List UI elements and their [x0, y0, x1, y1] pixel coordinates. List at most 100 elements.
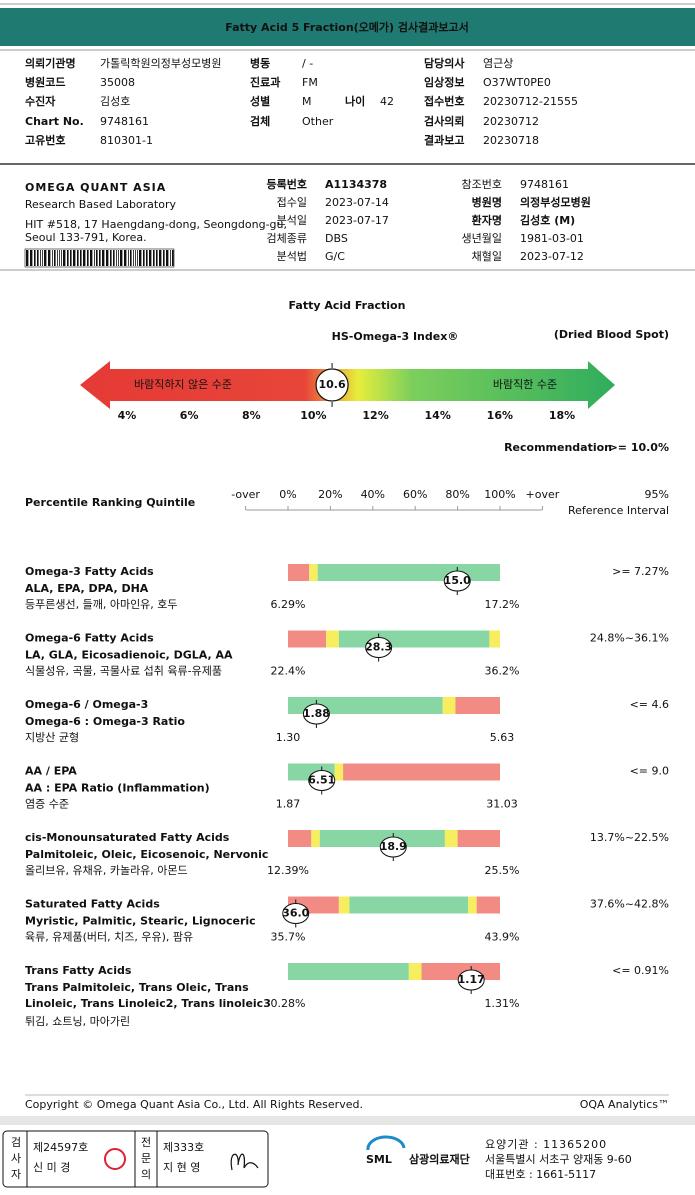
zone — [311, 830, 320, 847]
lab-field-value: A1134378 — [325, 178, 387, 191]
gauge-high-label: 바람직한 수준 — [493, 378, 557, 391]
barcode-bar — [133, 250, 134, 266]
value-marker — [308, 770, 336, 791]
lab-field-value: 의정부성모병원 — [520, 195, 591, 209]
row-value: 1.17 — [458, 973, 485, 986]
zone — [288, 630, 327, 648]
barcode-bar — [61, 250, 62, 266]
lab-field-label: 분석일 — [277, 213, 307, 227]
row-subtitle: Omega-6 : Omega-3 Ratio — [25, 715, 185, 728]
barcode-bar — [77, 250, 79, 266]
barcode-bar — [149, 250, 152, 266]
barcode-bar — [67, 250, 69, 266]
lab-field-value: DBS — [325, 232, 348, 245]
gauge-low-label: 바람직하지 않은 수준 — [134, 377, 232, 391]
info-value: O37WT0PE0 — [483, 76, 551, 89]
ref-header: Reference Interval — [568, 504, 669, 517]
barcode-bar — [99, 250, 101, 266]
info-label: 병원코드 — [25, 75, 65, 89]
sign-role: 검 — [11, 1136, 21, 1149]
barcode-bar — [40, 250, 41, 266]
sign-role: 사 — [11, 1152, 21, 1165]
zone — [408, 963, 422, 980]
index-name: HS-Omega-3 Index® — [332, 330, 459, 343]
gauge-tick-label: 4% — [118, 409, 137, 422]
report-title: Fatty Acid 5 Fraction(오메가) 검사결과보고서 — [225, 20, 468, 34]
brand: OQA Analytics™ — [580, 1098, 669, 1111]
info-label: 성별 — [250, 94, 270, 108]
barcode-bar — [73, 250, 76, 266]
row-food: 튀김, 쇼트닝, 마아가린 — [25, 1015, 130, 1028]
lab-field-value: 2023-07-12 — [520, 250, 584, 263]
zone — [349, 896, 469, 914]
lab-field-label: 분석법 — [277, 250, 307, 263]
zone — [288, 963, 409, 980]
barcode-bar — [137, 250, 138, 266]
sign-name: 지 현 영 — [163, 1161, 200, 1174]
footer-band — [0, 1116, 695, 1125]
info-value: 20230712-21555 — [483, 95, 578, 108]
barcode-bar — [163, 250, 165, 266]
zone — [444, 830, 458, 847]
barcode-bar — [59, 250, 60, 266]
row-name: Omega-3 Fatty Acids — [25, 565, 154, 578]
barcode-bar — [156, 250, 158, 266]
lab-field-label: 참조번호 — [462, 178, 502, 191]
zone — [457, 830, 500, 847]
sign-role: 전 — [141, 1136, 151, 1149]
row-value: 36.0 — [282, 907, 309, 920]
zone — [489, 630, 500, 648]
range-low: 6.29% — [271, 598, 306, 611]
row-name: Trans Fatty Acids — [25, 964, 132, 977]
signature-mark — [230, 1153, 259, 1171]
reference-interval: <= 9.0 — [630, 765, 669, 778]
range-high: 17.2% — [485, 598, 520, 611]
lab-field-value: 1981-03-01 — [520, 232, 584, 245]
reference-interval: 24.8%~36.1% — [590, 632, 669, 645]
lab-field-label: 검체종류 — [267, 232, 307, 245]
inst-logo: SML — [366, 1153, 392, 1166]
info-label: 검사의뢰 — [424, 114, 464, 128]
inst-arc — [366, 1135, 406, 1151]
barcode-bar — [42, 250, 43, 266]
sign-license: 제24597호 — [33, 1141, 88, 1154]
row-subtitle: LA, GLA, Eicosadienoic, DGLA, AA — [25, 649, 233, 662]
info-value: 20230712 — [483, 115, 539, 128]
sign-role: 자 — [11, 1168, 21, 1181]
barcode-bar — [146, 250, 148, 266]
gauge-tick-label: 6% — [180, 409, 199, 422]
value-marker — [379, 836, 407, 858]
barcode-bar — [153, 250, 155, 266]
barcode-bar — [70, 250, 72, 266]
range-low: 0.28% — [271, 997, 306, 1010]
info-value: 김성호 — [100, 95, 130, 108]
row-value: 18.9 — [380, 840, 407, 853]
percentile-tick-label: +over — [526, 488, 560, 501]
range-high: 1.31% — [485, 997, 520, 1010]
zone — [288, 564, 310, 581]
row-food: 식물성유, 곡물, 곡물사료 섭취 육류-유제품 — [25, 665, 222, 678]
row-value: 28.3 — [365, 641, 392, 654]
barcode-bar — [44, 250, 47, 266]
info-label: 접수번호 — [424, 94, 464, 108]
gauge-tick-label: 16% — [487, 409, 513, 422]
inst-name: 삼광의료재단 — [409, 1152, 470, 1166]
zone — [343, 763, 500, 781]
barcode-bar — [26, 250, 29, 266]
range-low: 35.7% — [271, 931, 306, 944]
zone — [309, 564, 318, 581]
row-subtitle: Myristic, Palmitic, Stearic, Lignoceric — [25, 915, 256, 928]
barcode-bar — [30, 250, 33, 266]
range-low: 12.39% — [267, 864, 309, 877]
info-label: 담당의사 — [424, 56, 465, 70]
percentile-tick-label: 60% — [403, 488, 427, 501]
info-label: 결과보고 — [424, 133, 464, 147]
sign-name: 신 미 경 — [33, 1161, 70, 1174]
inst-line: 서울특별시 서초구 양재동 9-60 — [485, 1153, 632, 1166]
barcode-bar — [116, 250, 117, 266]
lab-field-value: 2023-07-17 — [325, 214, 389, 227]
row-food: 육류, 유제품(버터, 치즈, 우유), 팜유 — [25, 931, 193, 944]
lab-tagline: Research Based Laboratory — [25, 198, 177, 211]
barcode-bar — [37, 250, 39, 266]
row-food: 올리브유, 유채유, 카놀라유, 아몬드 — [25, 864, 188, 877]
